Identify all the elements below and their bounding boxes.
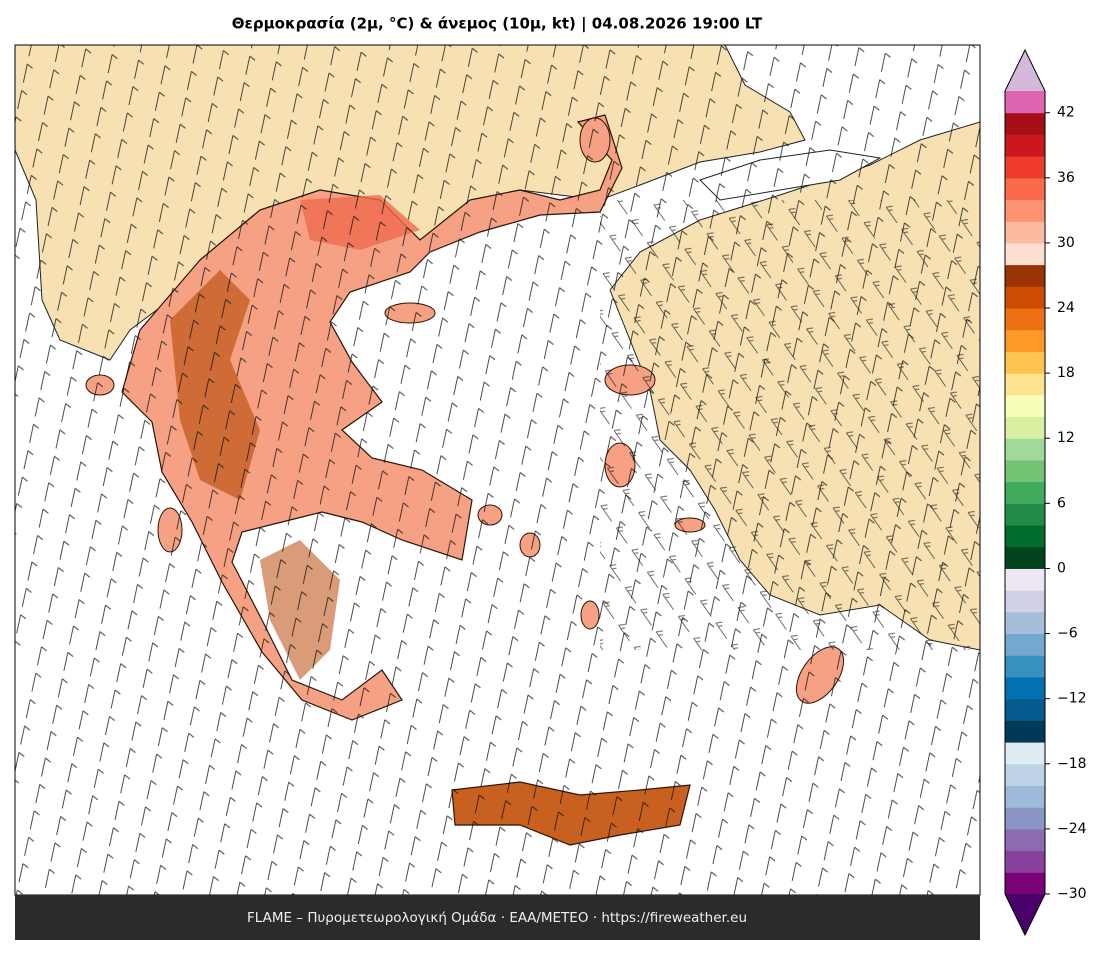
- colorbar-tick-label: 42: [1057, 105, 1075, 121]
- map: [15, 45, 980, 895]
- colorbar-tick-label: −12: [1057, 691, 1087, 707]
- colorbar-bin: [1005, 112, 1045, 135]
- colorbar-tick-label: 6: [1057, 495, 1066, 511]
- colorbar-bin: [1005, 828, 1045, 852]
- colorbar-bin: [1005, 156, 1045, 179]
- colorbar-tick-label: −30: [1057, 886, 1087, 902]
- title: Θερμοκρασία (2μ, °C) & άνεμος (10μ, kt) …: [232, 15, 763, 34]
- colorbar-tick-label: −6: [1057, 626, 1078, 642]
- footer-bar: [15, 895, 980, 940]
- colorbar-bin: [1005, 676, 1045, 700]
- colorbar-tick-label: 36: [1057, 170, 1075, 186]
- colorbar-tick-label: 24: [1057, 300, 1075, 316]
- colorbar-tick-label: 30: [1057, 235, 1075, 251]
- colorbar-bin: [1005, 416, 1045, 439]
- colorbar-tick-label: 12: [1057, 430, 1075, 446]
- colorbar-bin: [1005, 329, 1045, 352]
- colorbar-bin: [1005, 199, 1045, 222]
- colorbar-bin: [1005, 742, 1045, 765]
- colorbar-bin: [1005, 807, 1045, 830]
- colorbar-bin: [1005, 221, 1045, 244]
- colorbar-bin: [1005, 590, 1045, 613]
- colorbar-bin: [1005, 525, 1045, 548]
- colorbar: −30 −24 −18 −12 −6 0 6 12 18 24 30 36 42: [1004, 48, 1087, 937]
- colorbar-bin: [1005, 568, 1045, 591]
- colorbar-tick-label: 18: [1057, 365, 1075, 381]
- colorbar-over: [1005, 50, 1045, 91]
- colorbar-bin: [1005, 633, 1045, 656]
- colorbar-bin: [1005, 286, 1045, 309]
- colorbar-bin: [1005, 720, 1045, 743]
- colorbar-bin: [1005, 264, 1045, 287]
- colorbar-bin: [1005, 308, 1045, 331]
- colorbar-bin: [1005, 242, 1045, 266]
- colorbar-bin: [1005, 698, 1045, 721]
- colorbar-bin: [1005, 351, 1045, 374]
- colorbar-bin: [1005, 134, 1045, 157]
- colorbar-bin: [1005, 394, 1045, 418]
- colorbar-bin: [1005, 481, 1045, 504]
- colorbar-bin: [1005, 546, 1045, 569]
- colorbar-bin: [1005, 177, 1045, 201]
- colorbar-bin: [1005, 655, 1045, 678]
- colorbar-bin: [1005, 503, 1045, 526]
- colorbar-bin: [1005, 91, 1045, 114]
- colorbar-bin: [1005, 373, 1045, 396]
- colorbar-under: [1005, 894, 1045, 935]
- colorbar-bin: [1005, 611, 1045, 635]
- wind-barbs: [600, 200, 980, 650]
- colorbar-bin: [1005, 785, 1045, 808]
- colorbar-bin: [1005, 438, 1045, 461]
- colorbar-tick-label: −18: [1057, 756, 1087, 772]
- colorbar-bin: [1005, 872, 1045, 895]
- colorbar-bin: [1005, 763, 1045, 786]
- colorbar-tick-label: −24: [1057, 821, 1087, 837]
- footer: FLAME – Πυρομετεωρολογική Ομάδα · ΕΑΑ/ME…: [247, 910, 747, 926]
- colorbar-bin: [1005, 459, 1045, 483]
- colorbar-bin: [1005, 850, 1045, 873]
- colorbar-tick-label: 0: [1057, 560, 1066, 576]
